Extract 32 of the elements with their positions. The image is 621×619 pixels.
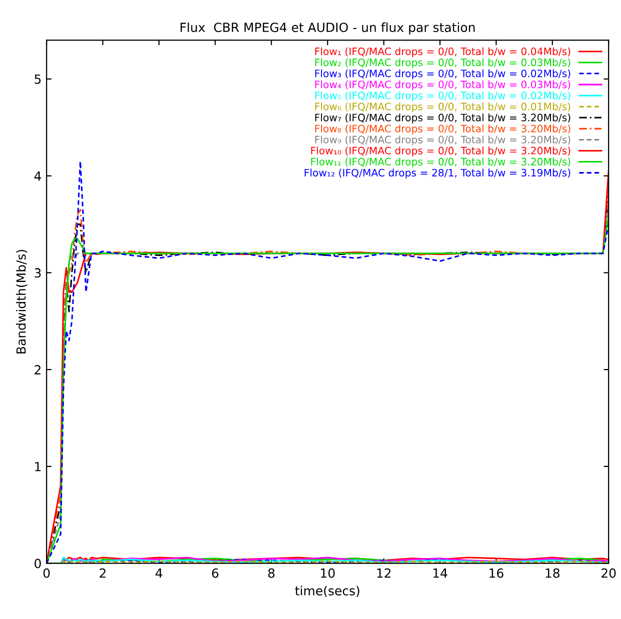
y-tick-label: 4 (34, 171, 42, 181)
legend-label: Flow₁₀ (IFQ/MAC drops = 0/0, Total b/w = 3.20Mb/s) (311, 146, 570, 156)
x-tick-label: 0 (43, 568, 50, 578)
y-tick-label: 5 (34, 74, 41, 84)
legend-label: Flow₆ (IFQ/MAC drops = 0/0, Total b/w = 0.01Mb/s) (315, 102, 570, 112)
x-tick-label: 16 (490, 568, 504, 578)
x-tick-label: 10 (320, 568, 335, 578)
legend-label: Flow₁₂ (IFQ/MAC drops = 28/1, Total b/w = 3.19Mb/s) (304, 168, 570, 178)
chart-title: Flux CBR MPEG4 et AUDIO - un flux par station (180, 22, 475, 34)
x-tick-label: 4 (156, 568, 162, 578)
legend-label: Flow₃ (IFQ/MAC drops = 0/0, Total b/w = 0.02Mb/s) (315, 69, 570, 80)
y-tick-label: 2 (34, 365, 40, 374)
legend-label: Flow₂ (IFQ/MAC drops = 0/0, Total b/w = 0.03Mb/s) (315, 58, 570, 68)
y-tick-label: 1 (35, 462, 41, 472)
x-tick-label: 20 (602, 568, 616, 578)
legend-label: Flow₉ (IFQ/MAC drops = 0/0, Total b/w = 3.20Mb/s) (315, 136, 570, 146)
y-tick-label: 0 (34, 558, 41, 568)
legend-label: Flow₇ (IFQ/MAC drops = 0/0, Total b/w = 3.20Mb/s) (315, 114, 570, 124)
legend-label: Flow₁₁ (IFQ/MAC drops = 0/0, Total b/w = 3.20Mb/s) (311, 158, 570, 168)
legend-label: Flow₈ (IFQ/MAC drops = 0/0, Total b/w = 3.20Mb/s) (315, 124, 570, 134)
y-tick-label: 3 (34, 268, 41, 278)
x-tick-label: 14 (433, 568, 448, 578)
legend-label: Flow₄ (IFQ/MAC drops = 0/0, Total b/w = 0.03Mb/s) (315, 80, 570, 90)
legend-label: Flow₁ (IFQ/MAC drops = 0/0, Total b/w = 0.04Mb/s) (315, 47, 570, 58)
legend-label: Flow₅ (IFQ/MAC drops = 0/0, Total b/w = 0.02Mb/s) (315, 91, 570, 102)
y-axis-title: Bandwidth(Mb/s) (16, 250, 28, 354)
x-axis-title: time(secs) (295, 586, 360, 597)
x-tick-label: 18 (546, 568, 560, 578)
x-tick-label: 6 (212, 568, 218, 578)
x-tick-label: 12 (377, 568, 390, 578)
x-tick-label: 8 (268, 568, 274, 578)
x-tick-label: 2 (100, 568, 106, 578)
